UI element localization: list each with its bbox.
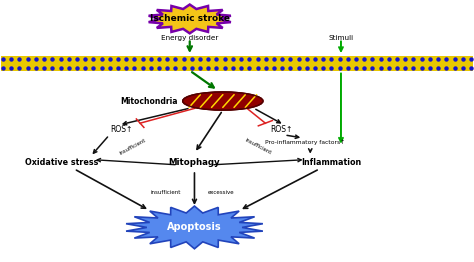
Text: insufficient: insufficient <box>119 138 147 156</box>
Bar <box>0 56 474 70</box>
Text: excessive: excessive <box>208 190 234 195</box>
Text: ROS↑: ROS↑ <box>271 125 293 134</box>
Text: insufficient: insufficient <box>151 190 181 195</box>
Text: Oxidative stress: Oxidative stress <box>26 158 99 167</box>
Text: Apoptosis: Apoptosis <box>167 222 222 232</box>
Text: Pro-inflammatory factors↑: Pro-inflammatory factors↑ <box>265 140 346 145</box>
Ellipse shape <box>182 92 263 110</box>
Text: Mitophagy: Mitophagy <box>169 158 220 167</box>
Polygon shape <box>126 206 263 249</box>
Text: Ischemic stroke: Ischemic stroke <box>150 14 230 23</box>
Text: Stimuli: Stimuli <box>328 35 354 41</box>
Text: Energy disorder: Energy disorder <box>161 35 219 41</box>
Text: Inflammation: Inflammation <box>301 158 362 167</box>
Polygon shape <box>149 4 231 33</box>
Text: insufficient: insufficient <box>244 138 273 156</box>
Text: Mitochondria: Mitochondria <box>120 96 178 106</box>
Text: ROS↑: ROS↑ <box>110 125 132 134</box>
